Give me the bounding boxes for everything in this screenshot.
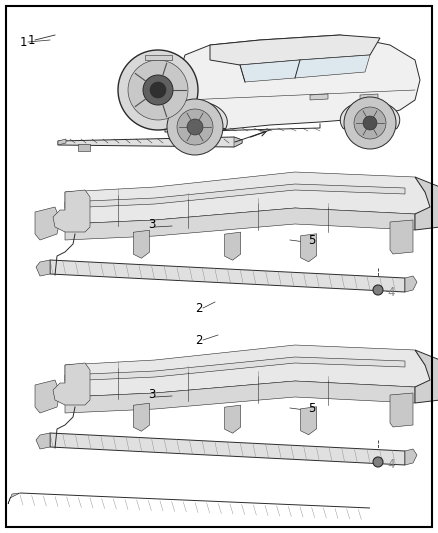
Polygon shape — [405, 449, 417, 465]
Polygon shape — [53, 363, 90, 405]
Circle shape — [177, 109, 213, 145]
Polygon shape — [310, 94, 328, 100]
Polygon shape — [20, 493, 370, 508]
Polygon shape — [145, 55, 172, 60]
Text: 1: 1 — [28, 34, 35, 46]
Polygon shape — [390, 220, 413, 254]
Text: 4: 4 — [387, 286, 395, 298]
Polygon shape — [134, 230, 149, 259]
Polygon shape — [390, 393, 413, 427]
Polygon shape — [415, 177, 438, 230]
Polygon shape — [165, 35, 420, 133]
Circle shape — [187, 119, 203, 135]
Polygon shape — [50, 260, 405, 292]
Polygon shape — [58, 137, 242, 147]
Polygon shape — [134, 403, 149, 431]
Circle shape — [373, 285, 383, 295]
Polygon shape — [360, 94, 378, 100]
Polygon shape — [35, 380, 60, 413]
Text: 2: 2 — [195, 302, 202, 314]
Circle shape — [344, 97, 396, 149]
Polygon shape — [65, 357, 405, 381]
Polygon shape — [187, 144, 199, 151]
Polygon shape — [65, 172, 435, 224]
Polygon shape — [36, 260, 50, 276]
Polygon shape — [340, 101, 400, 129]
Circle shape — [150, 82, 166, 98]
Polygon shape — [65, 381, 415, 413]
Circle shape — [373, 457, 383, 467]
Circle shape — [363, 116, 377, 130]
Polygon shape — [35, 207, 60, 240]
Polygon shape — [65, 345, 435, 397]
Polygon shape — [36, 433, 50, 449]
Polygon shape — [78, 144, 90, 151]
Polygon shape — [415, 350, 438, 403]
Text: 5: 5 — [308, 233, 315, 246]
Polygon shape — [65, 208, 415, 240]
Text: 3: 3 — [148, 219, 155, 231]
Polygon shape — [300, 407, 317, 435]
Text: 2: 2 — [195, 334, 202, 346]
Polygon shape — [50, 433, 405, 465]
Polygon shape — [225, 232, 240, 260]
Polygon shape — [405, 276, 417, 292]
Polygon shape — [65, 184, 405, 208]
Text: 3: 3 — [148, 389, 155, 401]
Circle shape — [118, 50, 198, 130]
Polygon shape — [210, 35, 380, 65]
Polygon shape — [8, 493, 20, 504]
Polygon shape — [53, 190, 90, 232]
Circle shape — [354, 107, 386, 139]
Text: 4: 4 — [387, 457, 395, 471]
Polygon shape — [300, 234, 317, 262]
Polygon shape — [234, 137, 242, 147]
Circle shape — [128, 60, 188, 120]
Polygon shape — [58, 139, 66, 145]
Circle shape — [143, 75, 173, 105]
Polygon shape — [225, 405, 240, 433]
Polygon shape — [162, 101, 227, 128]
Text: 5: 5 — [308, 401, 315, 415]
Polygon shape — [240, 55, 370, 82]
Circle shape — [167, 99, 223, 155]
Text: 1: 1 — [20, 36, 28, 49]
